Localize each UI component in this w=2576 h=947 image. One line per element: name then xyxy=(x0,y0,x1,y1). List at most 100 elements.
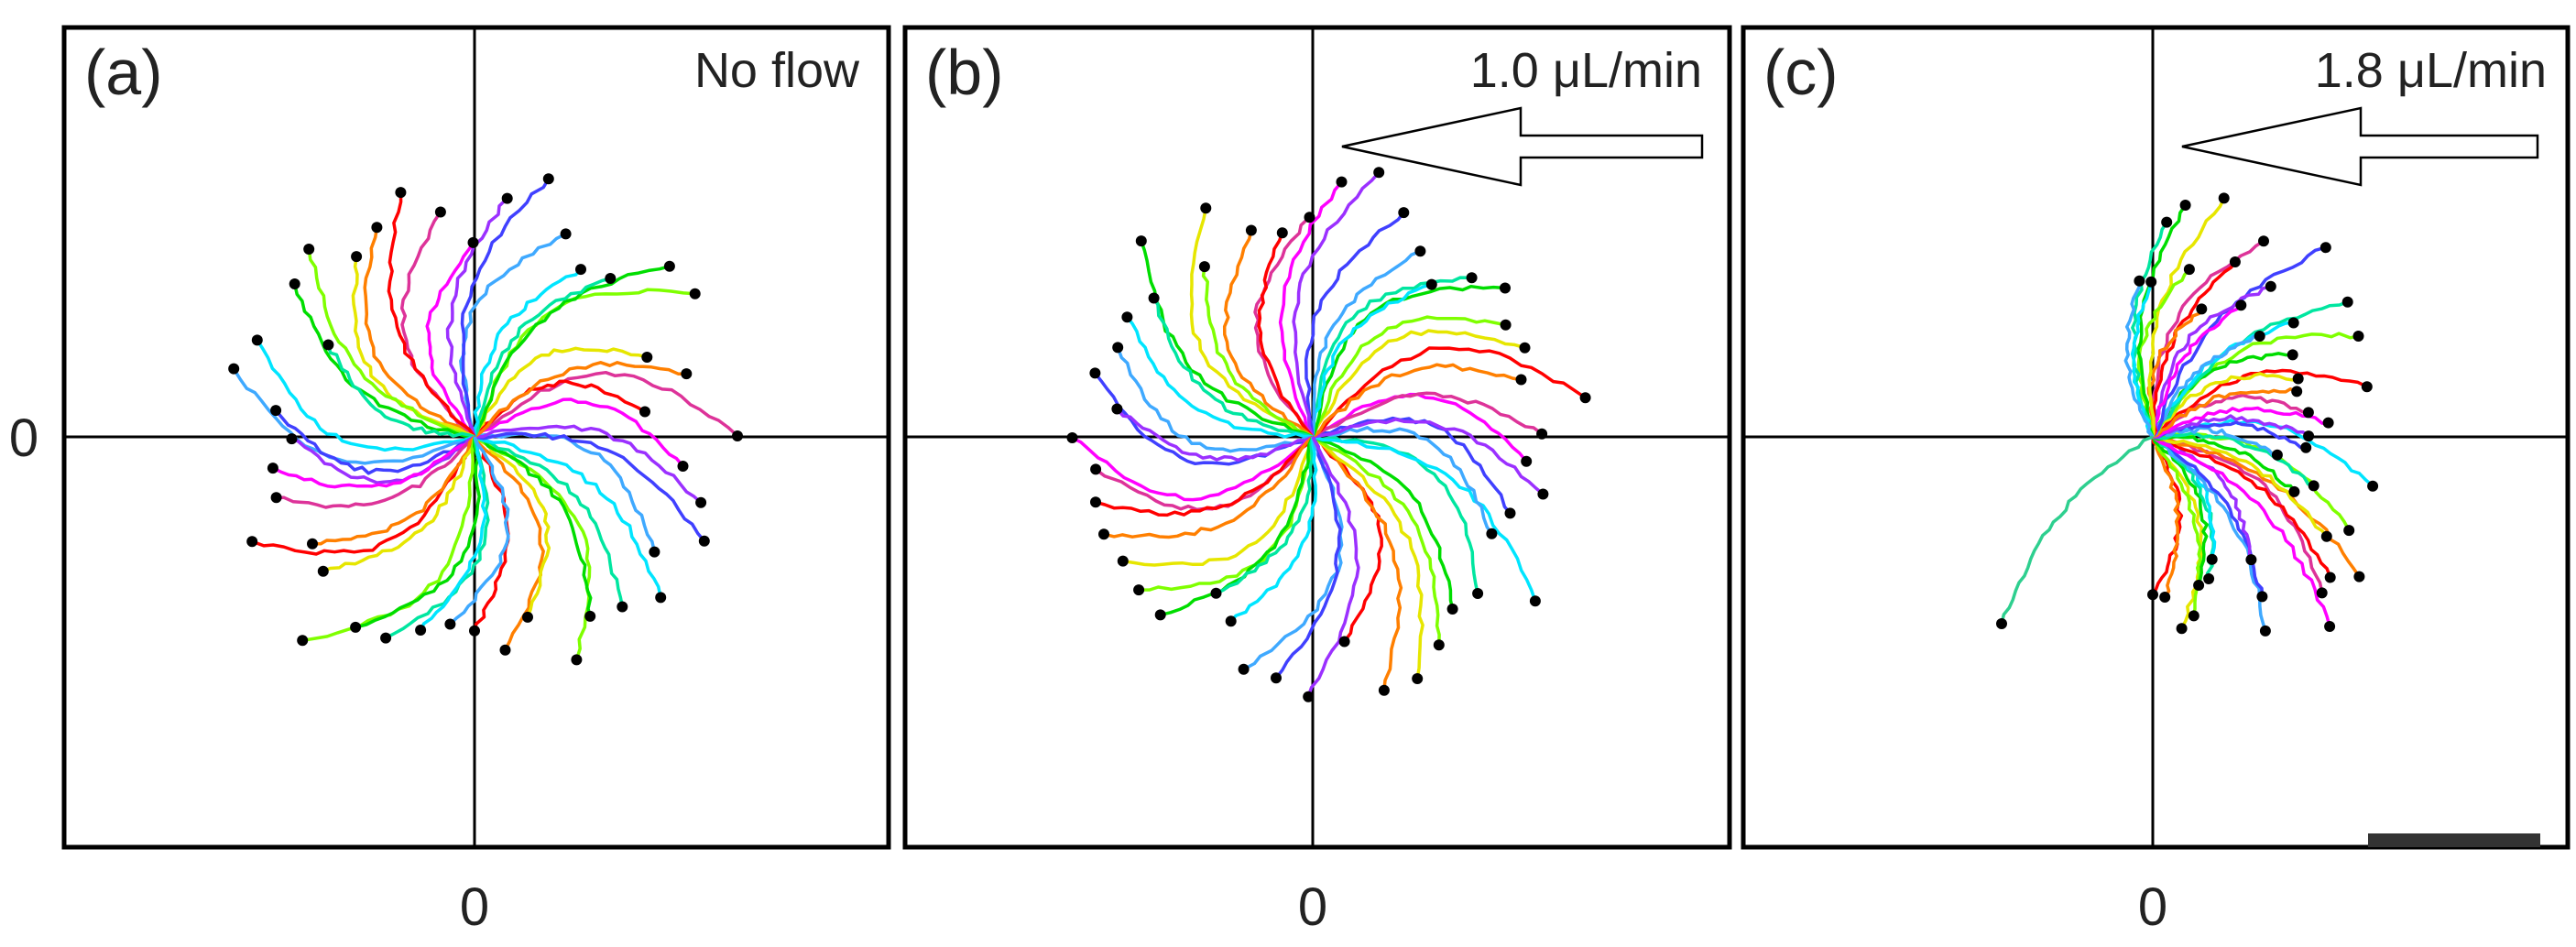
trajectory-line xyxy=(2152,435,2332,579)
trajectory-endpoint xyxy=(1412,673,1424,684)
trajectory-endpoint xyxy=(2353,571,2365,582)
trajectory-endpoint xyxy=(641,352,653,363)
trajectory-line xyxy=(2152,368,2368,439)
trajectory-line xyxy=(1126,316,1314,439)
trajectory-endpoint xyxy=(2206,553,2218,565)
trajectory-line xyxy=(326,344,475,439)
trajectory-line xyxy=(385,436,490,640)
trajectory-endpoint xyxy=(2308,480,2319,492)
trajectory-endpoint xyxy=(1500,282,1511,294)
trajectory-endpoint xyxy=(1245,224,1257,236)
trajectory-endpoint xyxy=(1579,392,1591,404)
trajectory-endpoint xyxy=(584,610,596,622)
trajectory-line xyxy=(473,370,739,439)
trajectory-endpoint xyxy=(2302,407,2314,419)
trajectory-line xyxy=(474,435,662,598)
trajectory-endpoint xyxy=(469,625,480,637)
trajectory-line xyxy=(2151,303,2243,438)
trajectory-line xyxy=(474,435,551,618)
trajectory-endpoint xyxy=(2287,349,2298,361)
trajectory-line xyxy=(1103,435,1315,539)
trajectory-line xyxy=(2150,260,2237,438)
trajectory-line xyxy=(2152,387,2298,439)
trajectory-endpoint xyxy=(2145,276,2157,288)
trajectory-endpoint xyxy=(575,264,586,276)
trajectory-endpoint xyxy=(1433,639,1445,651)
trajectory-line xyxy=(2152,435,2324,593)
trajectory-endpoint xyxy=(2193,580,2205,591)
panel-a-flow-label: No flow xyxy=(694,43,860,98)
trajectory-endpoint xyxy=(2196,303,2208,315)
trajectory-line xyxy=(1071,435,1315,502)
trajectory-endpoint xyxy=(501,192,513,204)
panel-a-x-zero-label: 0 xyxy=(460,877,489,937)
trajectory-line xyxy=(1311,284,1506,438)
trajectory-endpoint xyxy=(639,406,650,418)
panel-a-trajectories xyxy=(228,173,743,666)
panel-c-scale-bar xyxy=(2368,833,2540,847)
trajectory-line xyxy=(473,346,648,438)
trajectory-endpoint xyxy=(303,244,315,255)
trajectory-endpoint xyxy=(1536,428,1548,440)
trajectory-endpoint xyxy=(2258,235,2269,247)
trajectory-line xyxy=(474,431,706,542)
trajectory-endpoint xyxy=(689,288,701,299)
trajectory-line xyxy=(2151,372,2299,438)
trajectory-endpoint xyxy=(2343,525,2355,537)
trajectory-line xyxy=(1292,171,1381,438)
trajectory-line xyxy=(449,436,510,626)
trajectory-endpoint xyxy=(1135,235,1147,247)
trajectory-endpoint xyxy=(1303,691,1315,702)
trajectory-endpoint xyxy=(499,644,511,656)
trajectory-endpoint xyxy=(655,592,667,604)
trajectory-line xyxy=(2151,239,2265,438)
trajectory-line xyxy=(1253,215,1315,439)
trajectory-endpoint xyxy=(251,334,263,346)
trajectory-line xyxy=(473,277,611,438)
trajectory-line xyxy=(473,397,684,468)
trajectory-endpoint xyxy=(571,654,583,666)
trajectory-endpoint xyxy=(2203,573,2215,584)
panel-b: (b) 1.0 μL/min 0 xyxy=(902,25,1732,937)
trajectory-endpoint xyxy=(1154,609,1166,621)
trajectory-endpoint xyxy=(2303,430,2315,442)
trajectory-endpoint xyxy=(467,236,479,248)
trajectory-endpoint xyxy=(1304,212,1315,223)
panel-b-label: (b) xyxy=(925,37,1004,108)
trajectory-endpoint xyxy=(1515,374,1527,386)
trajectory-endpoint xyxy=(2341,296,2353,308)
trajectory-line xyxy=(1312,435,1455,610)
trajectory-line xyxy=(2152,426,2277,457)
trajectory-line xyxy=(1312,435,1537,602)
trajectory-endpoint xyxy=(2319,242,2331,254)
trajectory-line xyxy=(355,436,481,629)
trajectory-line xyxy=(1311,329,1525,438)
trajectory-endpoint xyxy=(270,405,282,417)
trajectory-endpoint xyxy=(380,632,392,644)
trajectory-line xyxy=(1222,230,1315,439)
panel-a-y-zero-label: 0 xyxy=(9,408,38,468)
trajectory-endpoint xyxy=(2324,571,2336,583)
trajectory-endpoint xyxy=(2259,625,2271,637)
trajectory-line xyxy=(1312,418,1545,495)
trajectory-endpoint xyxy=(1338,636,1350,648)
trajectory-endpoint xyxy=(2188,610,2199,622)
trajectory-line xyxy=(311,435,476,546)
trajectory-line xyxy=(1311,435,1424,680)
trajectory-endpoint xyxy=(1446,604,1458,615)
trajectory-line xyxy=(1215,436,1315,595)
trajectory-line xyxy=(473,265,671,438)
trajectory-endpoint xyxy=(1148,292,1160,304)
trajectory-endpoint xyxy=(415,625,427,636)
trajectory-line xyxy=(2135,204,2188,438)
trajectory-endpoint xyxy=(1090,463,1102,475)
trajectory-endpoint xyxy=(2147,589,2158,601)
trajectory-line xyxy=(2146,308,2203,438)
panel-c-trajectories xyxy=(1996,192,2379,637)
trajectory-endpoint xyxy=(695,496,707,508)
trajectory-line xyxy=(2151,435,2181,598)
trajectory-endpoint xyxy=(1133,584,1145,596)
trajectory-line xyxy=(1311,315,1506,438)
trajectory-line xyxy=(1116,346,1314,453)
